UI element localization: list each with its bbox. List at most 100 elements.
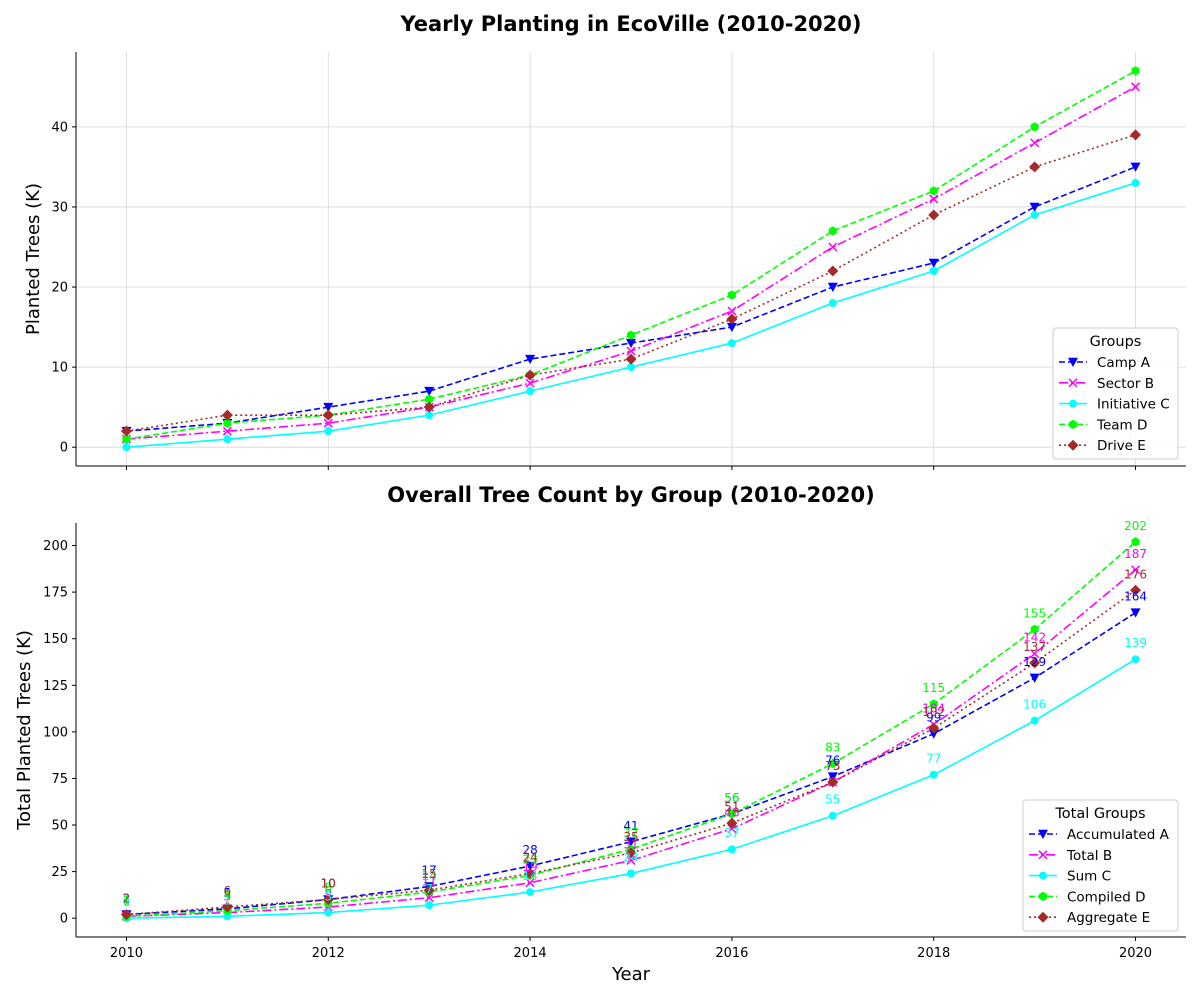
data-label: 202: [1124, 519, 1147, 533]
y-tick-label: 0: [60, 912, 68, 927]
data-point: [627, 869, 635, 878]
legend-marker: [1039, 891, 1047, 901]
data-label: 0: [123, 895, 131, 909]
y-tick-label: 0: [60, 441, 68, 456]
data-point: [828, 758, 837, 769]
data-label: 3: [324, 890, 332, 904]
data-point: [324, 908, 333, 917]
x-tick-label: 2010: [110, 946, 143, 961]
data-point: [1030, 138, 1040, 148]
data-point: [526, 387, 535, 396]
data-point: [929, 770, 938, 779]
data-label: 76: [825, 754, 840, 768]
data-label: 6: [224, 884, 232, 898]
data-point: [525, 354, 536, 365]
legend-entry: Team D: [1059, 417, 1147, 433]
legend-label: Team D: [1096, 417, 1147, 433]
data-point: [120, 908, 132, 920]
data-point: [1130, 584, 1142, 596]
data-label: 1: [224, 893, 232, 907]
data-label: 142: [1023, 631, 1046, 645]
series-lines: [120, 66, 1142, 452]
legend-marker: [1038, 850, 1048, 860]
series-sector-b: [121, 82, 1141, 444]
data-point: [727, 845, 736, 854]
data-point: [221, 901, 233, 913]
data-label: 31: [623, 837, 638, 851]
data-point: [1131, 655, 1140, 664]
legend-box: [1022, 799, 1179, 932]
data-label: 23: [522, 852, 537, 866]
data-label: 1: [123, 893, 131, 907]
data-label: 8: [324, 880, 332, 894]
legend-marker: [1039, 871, 1047, 880]
data-point: [322, 894, 334, 906]
series-aggregate-e: [120, 584, 1142, 920]
data-point: [828, 811, 837, 820]
data-label: 55: [825, 793, 840, 807]
data-point: [1131, 537, 1140, 547]
y-tick-label: 100: [43, 725, 68, 740]
data-point: [727, 824, 737, 834]
y-tick-label: 200: [43, 539, 68, 554]
data-label: 115: [922, 681, 945, 695]
y-axis-label: Total Planted Trees (K): [14, 630, 35, 831]
data-point: [726, 817, 738, 829]
x-axis-label: Year: [611, 964, 651, 985]
y-tick-label: 25: [51, 865, 68, 880]
data-point: [323, 418, 333, 428]
data-point: [223, 418, 232, 428]
data-label: 14: [422, 869, 437, 883]
y-tick-label: 40: [51, 120, 68, 135]
legend-marker: [1068, 378, 1078, 388]
data-point: [223, 435, 232, 444]
data-label: 187: [1124, 547, 1147, 561]
chart-yearly-planting: Yearly Planting in EcoVille (2010-2020) …: [23, 12, 1186, 470]
data-label: 17: [422, 864, 437, 878]
data-point: [424, 386, 435, 397]
y-tick-label: 175: [43, 586, 68, 601]
data-point: [928, 722, 940, 734]
data-label: 176: [1124, 567, 1147, 581]
legend-label: Aggregate E: [1067, 910, 1150, 926]
data-label: 15: [422, 867, 437, 881]
legend-label: Accumulated A: [1067, 827, 1170, 843]
data-label: 6: [324, 884, 332, 898]
data-label: 10: [321, 877, 336, 891]
legend-entry: Aggregate E: [1029, 910, 1150, 926]
data-point: [726, 313, 738, 325]
x-tick-label: 2016: [715, 946, 748, 961]
data-label: 7: [425, 882, 433, 896]
data-point: [827, 282, 838, 293]
legend: Total Groups Accumulated A Total B Sum C Co…: [1022, 799, 1179, 932]
data-point: [525, 378, 535, 388]
data-point: [727, 809, 736, 819]
data-point: [827, 776, 839, 788]
data-point: [122, 434, 131, 444]
data-label: 139: [1124, 636, 1147, 650]
data-point: [524, 867, 536, 879]
data-point: [1030, 649, 1040, 659]
data-point: [322, 409, 334, 421]
data-point: [928, 258, 939, 269]
legend-entry: Sector B: [1059, 376, 1154, 392]
data-label: 3: [224, 890, 232, 904]
data-label: 155: [1023, 606, 1046, 620]
data-point: [928, 209, 940, 221]
legend-title: Total Groups: [1054, 806, 1145, 822]
data-label: 28: [522, 843, 537, 857]
y-tick-label: 10: [51, 361, 68, 376]
data-point: [223, 912, 232, 921]
data-point: [120, 425, 132, 437]
legend-entries: Accumulated A Total B Sum C Compiled D Aggre…: [1029, 827, 1170, 926]
data-label: 35: [623, 830, 638, 844]
series-line: [126, 134, 1136, 432]
legend-label: Compiled D: [1067, 889, 1145, 905]
data-point: [524, 369, 536, 381]
chart-overall-tree-count: Overall Tree Count by Group (2010-2020) …: [14, 483, 1186, 985]
data-point: [929, 194, 939, 204]
x-tick-label: 2020: [1119, 946, 1152, 961]
legend-entries: Camp A Sector B Initiative C Team D Drive E: [1059, 355, 1170, 454]
legend-entry: Sum C: [1029, 869, 1111, 885]
